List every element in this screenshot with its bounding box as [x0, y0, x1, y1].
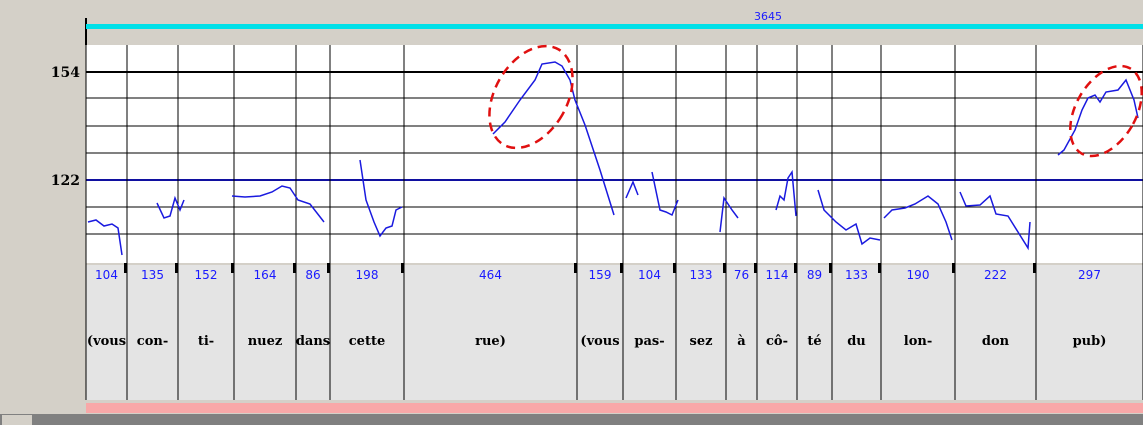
segment-duration: 86 — [305, 268, 320, 282]
segment-syllable: pub) — [1073, 334, 1107, 349]
segment-syllable: rue) — [475, 334, 506, 349]
segment-syllable: pas- — [634, 334, 664, 349]
scrollbar — [0, 414, 1143, 425]
segment-syllable: (vous — [87, 334, 126, 349]
boundary-marker — [574, 263, 577, 273]
segment-syllable: cette — [349, 334, 385, 349]
grid — [86, 97, 1143, 235]
segment-duration: 190 — [907, 268, 930, 282]
segment-panel — [86, 265, 1143, 400]
plot-area — [86, 45, 1143, 263]
segment-syllable: don — [982, 334, 1010, 349]
boundary-marker — [124, 263, 127, 273]
boundary-marker — [754, 263, 757, 273]
segment-syllable: sez — [690, 334, 713, 349]
segment-syllable: cô- — [766, 334, 788, 349]
boundary-marker — [327, 263, 330, 273]
boundary-marker — [673, 263, 676, 273]
segment-duration: 133 — [690, 268, 713, 282]
boundary-marker — [794, 263, 797, 273]
segments: 104 (vous 135 con- 152 ti- 164 nuez 86 dans 198 cet… — [85, 45, 1143, 400]
segment-syllable: dans — [296, 334, 330, 349]
boundary-marker — [1033, 263, 1036, 273]
segment-duration: 135 — [141, 268, 164, 282]
segment-duration: 114 — [766, 268, 789, 282]
boundary-marker — [620, 263, 623, 273]
highlight-circles — [488, 44, 1143, 158]
segment-duration: 464 — [479, 268, 502, 282]
total-duration: 3645 — [754, 10, 782, 23]
selection-bar — [86, 403, 1143, 413]
segment-duration: 152 — [195, 268, 218, 282]
total-bar — [86, 24, 1143, 29]
segment-duration: 133 — [845, 268, 868, 282]
axis-label: 122 — [51, 173, 80, 189]
segment-duration: 222 — [984, 268, 1007, 282]
axis-label: 154 — [51, 65, 80, 81]
boundary-marker — [175, 263, 178, 273]
boundary-marker — [401, 263, 404, 273]
segment-duration: 104 — [638, 268, 661, 282]
segment-syllable: con- — [137, 334, 168, 349]
segment-duration: 89 — [807, 268, 822, 282]
scroll-button[interactable] — [2, 415, 32, 425]
segment-duration: 159 — [589, 268, 612, 282]
boundary-marker — [952, 263, 955, 273]
segment-duration: 297 — [1078, 268, 1101, 282]
segment-syllable: (vous — [580, 334, 619, 349]
segment-syllable: nuez — [248, 334, 283, 349]
segment-syllable: à — [737, 334, 746, 349]
boundary-marker — [723, 263, 726, 273]
pitch-contour — [87, 61, 1139, 256]
boundary-marker — [293, 263, 296, 273]
segment-duration: 164 — [254, 268, 277, 282]
segment-syllable: té — [807, 334, 821, 349]
segment-duration: 198 — [356, 268, 379, 282]
segment-syllable: du — [847, 334, 866, 349]
segment-syllable: ti- — [198, 334, 214, 349]
segment-duration: 104 — [95, 268, 118, 282]
boundary-marker — [829, 263, 832, 273]
boundary-marker — [231, 263, 234, 273]
segment-duration: 76 — [734, 268, 749, 282]
segment-syllable: lon- — [904, 334, 932, 349]
boundary-marker — [878, 263, 881, 273]
